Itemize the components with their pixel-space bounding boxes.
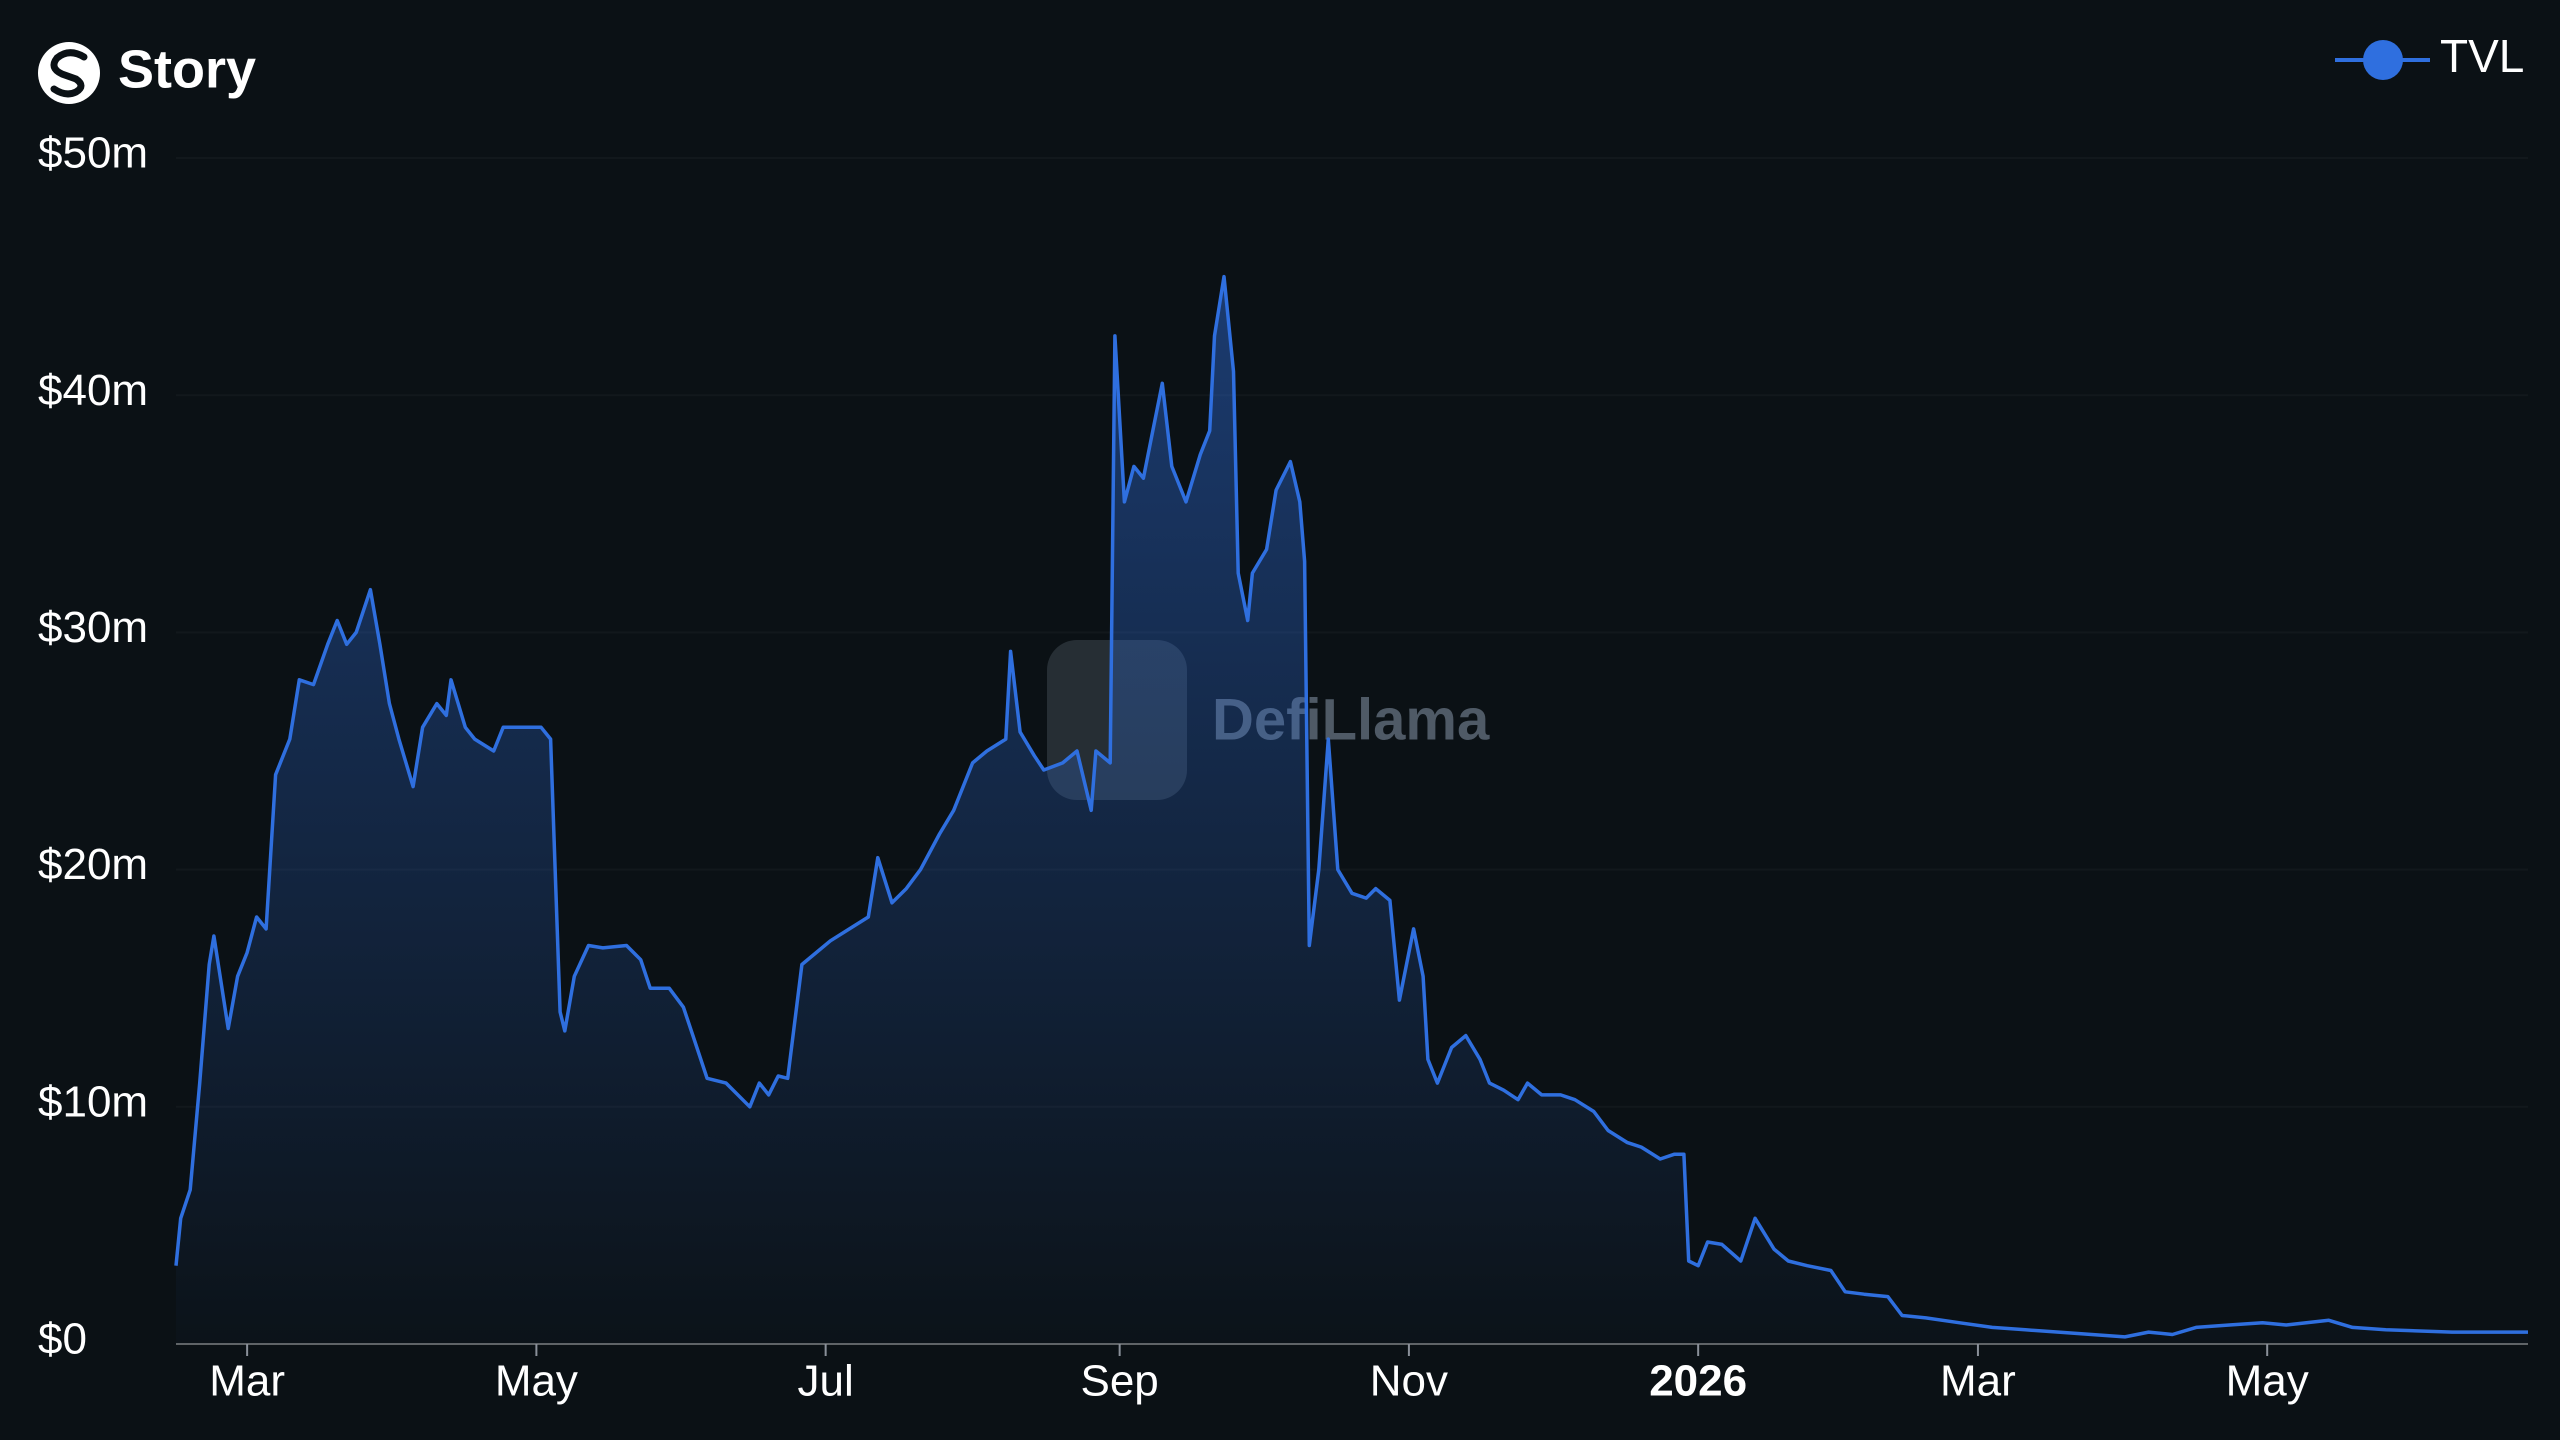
x-tick-label: May xyxy=(2226,1357,2309,1406)
y-tick-label: $50m xyxy=(38,129,148,178)
x-tick-label: Nov xyxy=(1370,1357,1448,1406)
chart-title: Story xyxy=(118,39,256,99)
y-tick-label: $20m xyxy=(38,840,148,889)
logo xyxy=(38,42,100,104)
x-tick-label: 2026 xyxy=(1649,1357,1747,1406)
y-tick-label: $40m xyxy=(38,366,148,415)
x-tick-label: Mar xyxy=(1940,1357,2016,1406)
y-tick-label: $0 xyxy=(38,1315,87,1364)
legend-label: TVL xyxy=(2440,30,2524,82)
x-tick-label: May xyxy=(495,1357,578,1406)
x-tick-label: Sep xyxy=(1080,1357,1158,1406)
line xyxy=(174,274,2528,1339)
x-tick-label: Mar xyxy=(209,1357,285,1406)
y-tick-label: $30m xyxy=(38,603,148,652)
area xyxy=(176,276,2528,1345)
y-tick-label: $10m xyxy=(38,1077,148,1126)
legend-marker xyxy=(2363,40,2403,80)
x-tick-label: Jul xyxy=(798,1357,854,1406)
